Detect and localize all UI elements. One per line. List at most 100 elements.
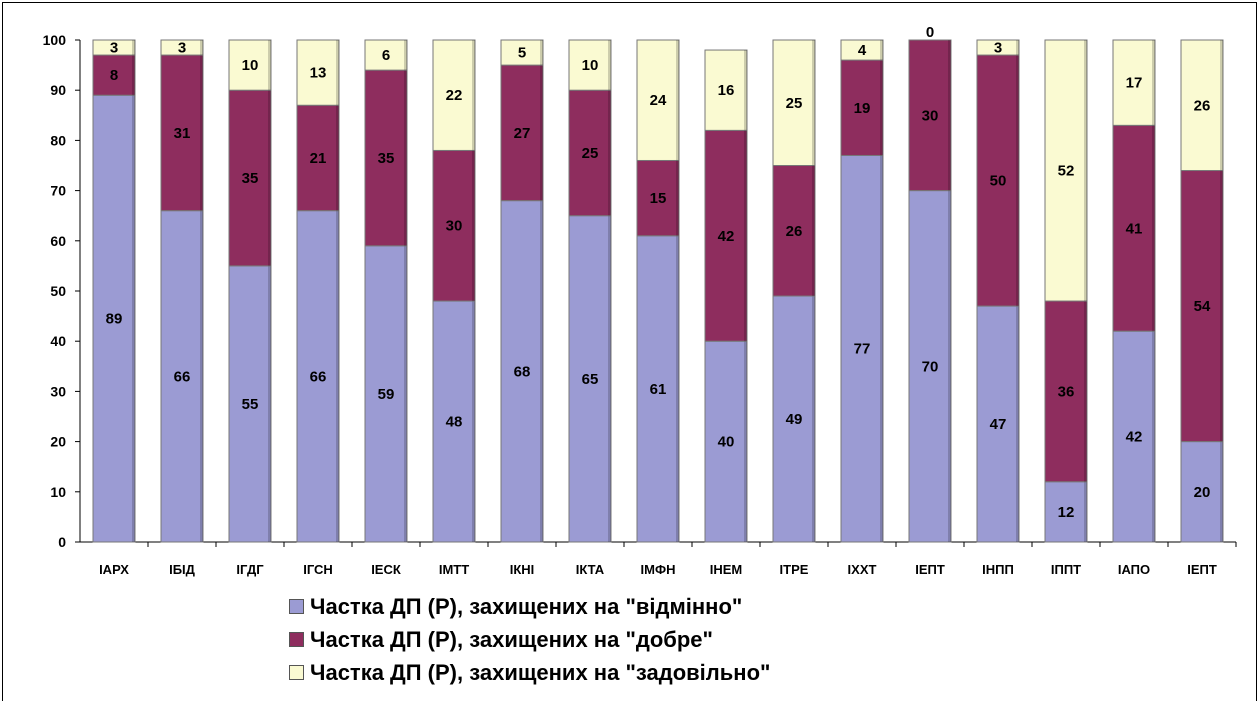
bar-segment-shade [676, 160, 679, 236]
bar-segment [568, 39, 612, 91]
x-tick-label: ІНЕМ [710, 562, 743, 577]
legend-swatch-excellent [289, 599, 304, 614]
bar-segment-shade [880, 155, 883, 542]
bar-segment-shade [268, 40, 271, 91]
bar-segment [840, 39, 884, 61]
bar-segment [432, 39, 476, 151]
data-label: 66 [174, 368, 191, 385]
bar-segment-shade [880, 40, 883, 61]
data-label: 50 [990, 173, 1007, 190]
bar-segment [364, 245, 408, 543]
bar-segment-shade [132, 55, 135, 96]
bar-segment [228, 265, 272, 543]
data-label: 77 [854, 341, 871, 358]
x-tick-label: ІГСН [303, 562, 333, 577]
data-label: 24 [650, 92, 667, 109]
bar-segment-shade [268, 265, 271, 542]
bar-segment-shade [608, 215, 611, 542]
data-label: 0 [926, 24, 934, 41]
data-label: 35 [378, 150, 395, 167]
data-label: 20 [1194, 484, 1211, 501]
data-label: 13 [310, 65, 327, 82]
x-tick-label: ІКНІ [510, 562, 535, 577]
bar-segment [160, 54, 204, 212]
data-label: 65 [582, 371, 599, 388]
bar-segment-shade [200, 40, 203, 56]
y-tick-label: 0 [58, 534, 66, 550]
bar-segment-shade [472, 40, 475, 151]
bar-segment-shade [1220, 441, 1223, 542]
data-label: 66 [310, 368, 327, 385]
bar-segment-shade [404, 245, 407, 542]
bar-segment-shade [676, 40, 679, 161]
data-label: 61 [650, 381, 667, 398]
bar-segment [772, 295, 816, 543]
bar-segment-shade [608, 40, 611, 91]
bar-segment [296, 104, 340, 212]
bar-segment-shade [404, 40, 407, 71]
bar-segment-shade [1152, 125, 1155, 332]
data-label: 41 [1126, 220, 1143, 237]
data-label: 10 [242, 57, 259, 74]
bar-segment [228, 89, 272, 267]
bar-segment [908, 190, 952, 543]
y-tick-label: 90 [50, 82, 66, 98]
x-tick-label: ІХХТ [848, 562, 877, 577]
bar-segment-shade [812, 40, 815, 166]
bar-segment [976, 305, 1020, 543]
plot-area: 01020304050607080901008983ІАРХ66313ІБІД5… [43, 24, 1237, 577]
bar-segment [1180, 441, 1224, 543]
bar-segment [976, 39, 1020, 56]
data-label: 47 [990, 416, 1007, 433]
frame-border-top [2, 2, 1257, 3]
legend-label-excellent: Частка ДП (Р), захищених на "відмінно" [310, 593, 743, 619]
frame-border-right [1256, 2, 1257, 701]
x-tick-label: ІМФН [641, 562, 676, 577]
x-tick-label: ІГДГ [236, 562, 264, 577]
bar-segment-shade [1016, 55, 1019, 307]
bar-segment-shade [540, 200, 543, 542]
x-tick-label: ІАПО [1118, 562, 1150, 577]
bar-segment-shade [812, 296, 815, 542]
data-label: 30 [922, 107, 939, 124]
data-label: 40 [718, 434, 735, 451]
bar-segment-shade [1084, 481, 1087, 542]
bar-segment [636, 235, 680, 543]
data-label: 3 [994, 40, 1002, 57]
y-tick-label: 60 [50, 233, 66, 249]
bar-segment [840, 59, 884, 156]
bar-segment [772, 39, 816, 166]
bar-segment [432, 300, 476, 543]
bar-segment-shade [472, 301, 475, 542]
bar-segment-shade [200, 210, 203, 542]
data-label: 89 [106, 311, 123, 328]
bar-segment [1044, 39, 1088, 302]
bar-segment [1044, 300, 1088, 483]
bar-segment-shade [200, 55, 203, 211]
data-label: 3 [178, 40, 186, 57]
legend-item-excellent: Частка ДП (Р), захищених на "відмінно" [289, 590, 770, 623]
bar-segment [296, 210, 340, 543]
data-label: 59 [378, 386, 395, 403]
x-tick-label: ІЕПТ [1187, 562, 1217, 577]
data-label: 15 [650, 190, 667, 207]
y-tick-label: 20 [50, 434, 66, 450]
bar-segment [1112, 330, 1156, 543]
data-label: 21 [310, 150, 327, 167]
bar-segment [772, 165, 816, 297]
data-label: 36 [1058, 383, 1075, 400]
data-label: 48 [446, 414, 463, 431]
bar-segment [1112, 124, 1156, 332]
bar-segment [976, 54, 1020, 307]
bar-segment-shade [1016, 40, 1019, 56]
y-tick-label: 100 [43, 32, 67, 48]
legend-item-good: Частка ДП (Р), захищених на "добре" [289, 623, 770, 656]
frame-border-left [2, 2, 3, 701]
bar-segment-shade [812, 165, 815, 297]
legend: Частка ДП (Р), захищених на "відмінно" Ч… [289, 590, 770, 689]
bar-segment-shade [1220, 170, 1223, 442]
data-label: 22 [446, 87, 463, 104]
bar-segment-shade [1152, 40, 1155, 126]
bar-segment-shade [268, 90, 271, 266]
